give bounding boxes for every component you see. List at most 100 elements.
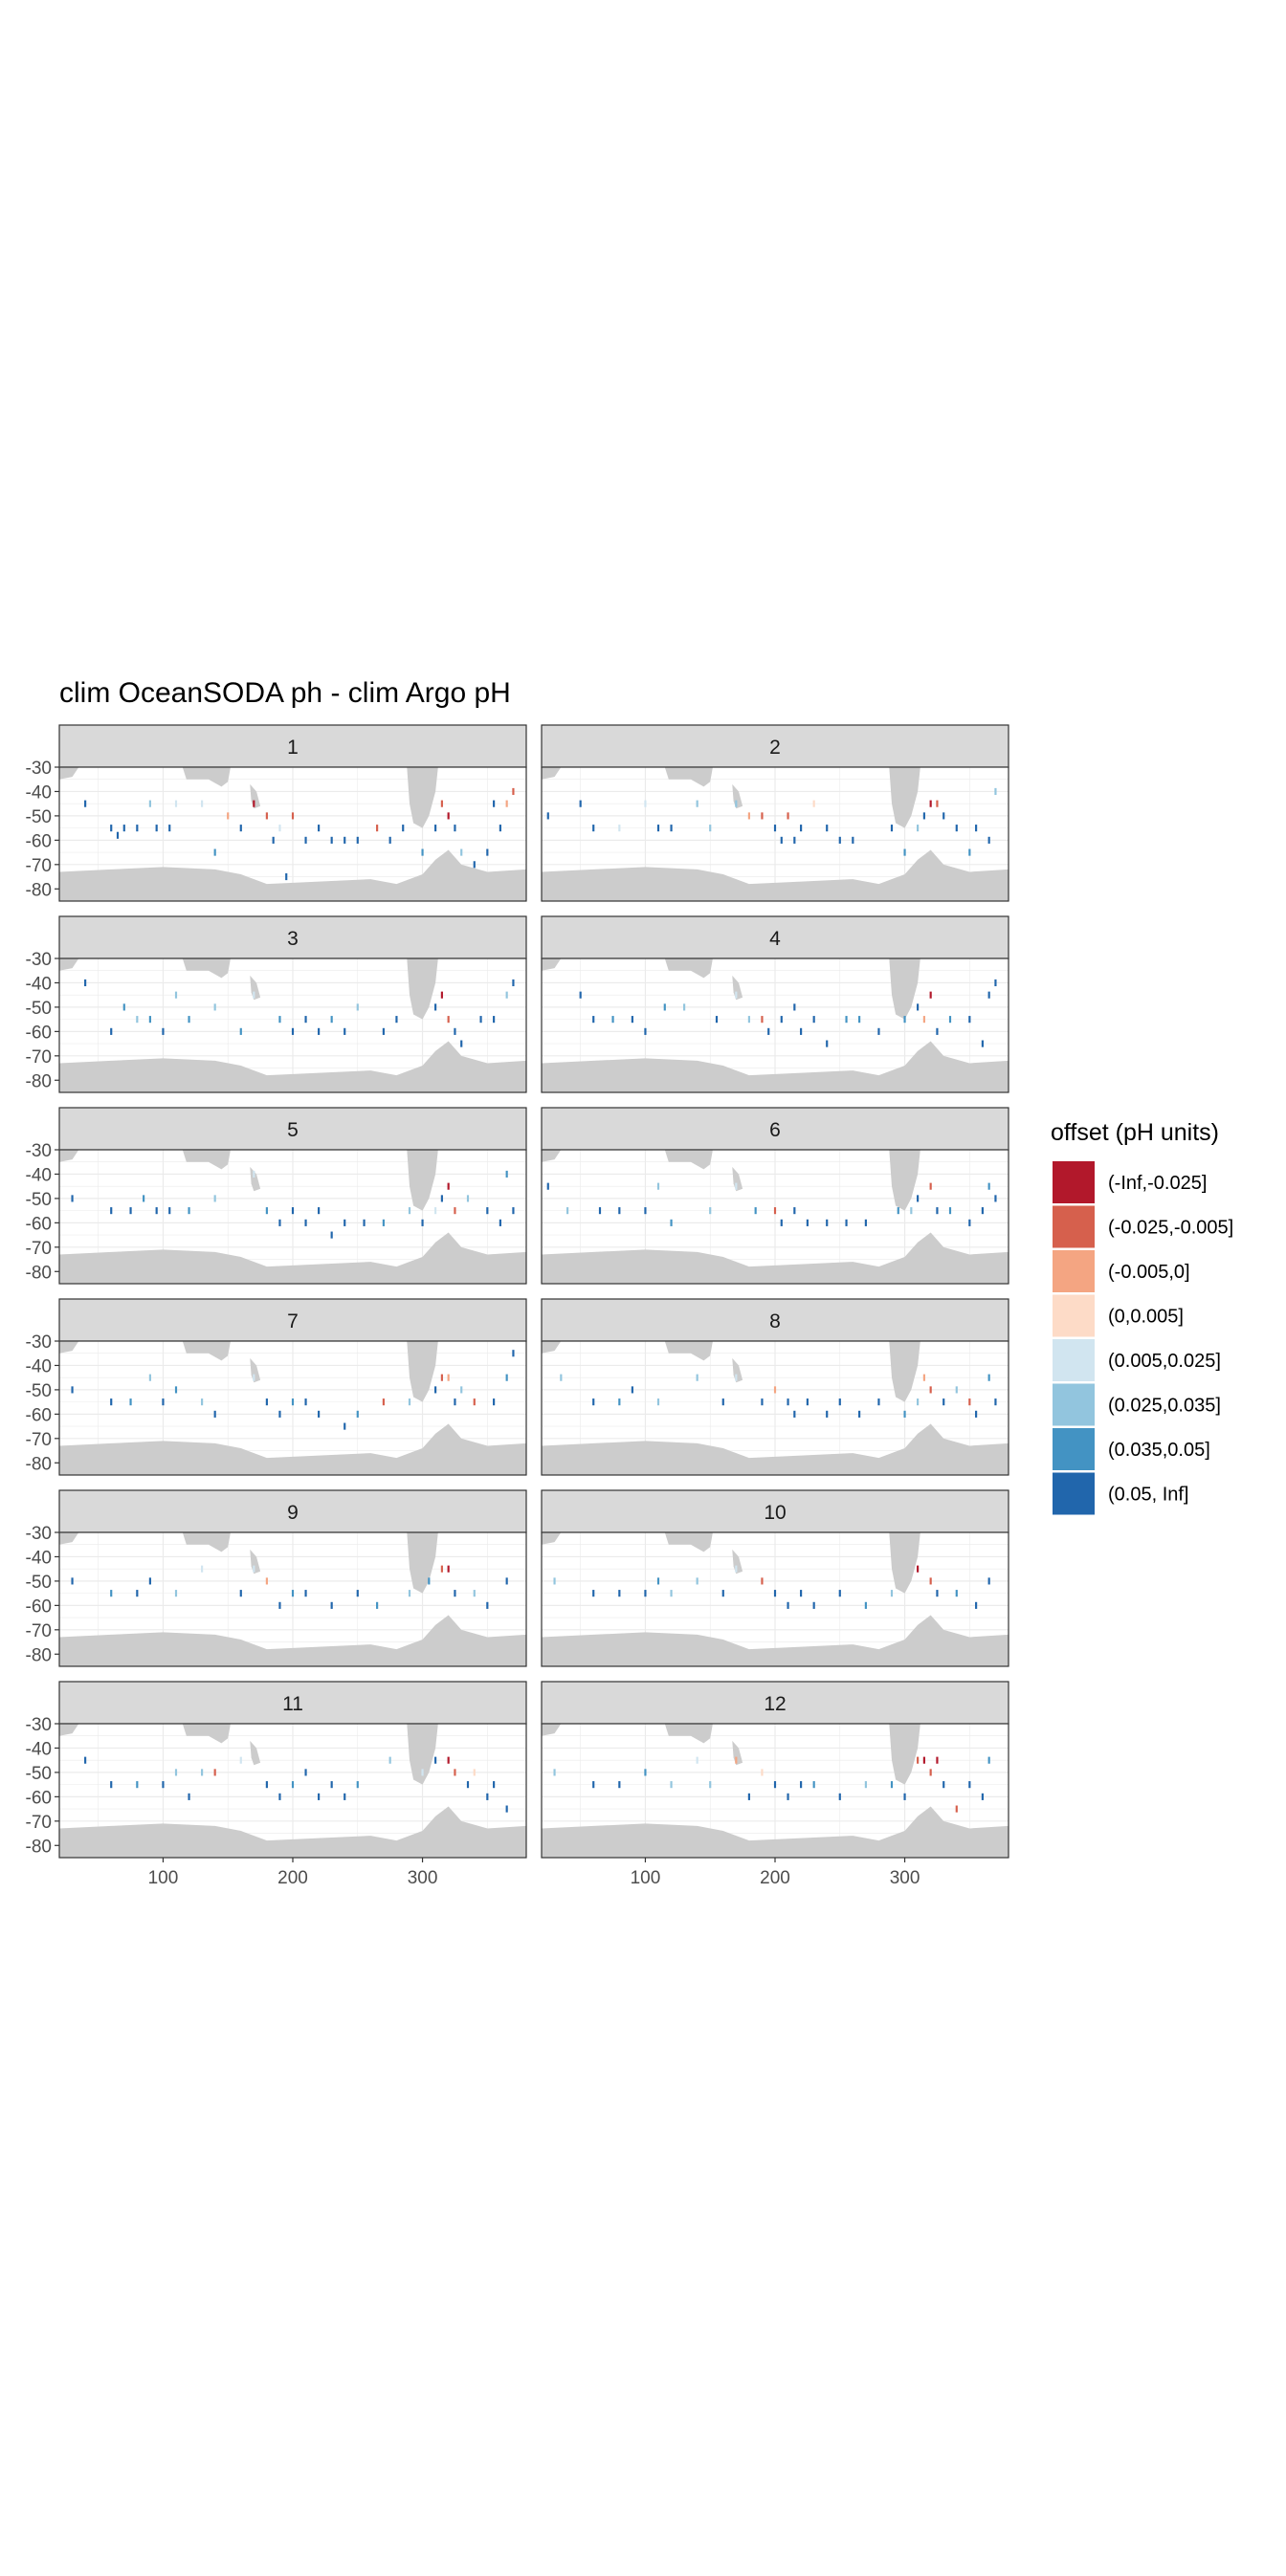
x-tick-label: 200 <box>277 1868 308 1888</box>
land-mass <box>732 783 743 809</box>
data-cell <box>812 1016 815 1024</box>
data-cell <box>493 800 496 807</box>
land-mass <box>250 1740 261 1766</box>
y-tick-label: -30 <box>26 1524 52 1544</box>
data-cell <box>213 1003 216 1011</box>
data-cells <box>553 1565 990 1609</box>
facet-strip <box>58 1298 527 1342</box>
data-cell <box>903 848 906 856</box>
data-cell <box>174 1386 178 1394</box>
facet-panel-6: 6 <box>541 1107 1009 1285</box>
data-cell <box>903 1016 906 1024</box>
land <box>59 1150 526 1284</box>
land-mass <box>250 783 261 809</box>
data-cell <box>122 825 125 832</box>
data-cell <box>493 1016 496 1024</box>
facet-strip <box>541 1489 1009 1533</box>
data-cell <box>773 1781 777 1789</box>
data-cell <box>917 1565 920 1573</box>
data-cell <box>434 1386 437 1394</box>
data-cell <box>265 812 268 820</box>
data-cell <box>806 1398 809 1406</box>
facet-panel-2: 2 <box>541 724 1009 902</box>
panel-border <box>541 766 1009 902</box>
data-cell <box>987 1756 990 1764</box>
data-cell <box>136 1016 139 1024</box>
data-cell <box>975 1410 978 1418</box>
data-cell <box>566 1207 569 1215</box>
land <box>59 958 526 1092</box>
data-cell <box>773 1386 777 1394</box>
legend-key <box>1053 1205 1095 1248</box>
data-cell <box>201 1565 204 1573</box>
data-cell <box>512 1350 515 1357</box>
land-mass <box>59 1615 526 1666</box>
data-cell <box>968 1016 971 1024</box>
data-cell <box>579 800 582 807</box>
facet-panel-10: 10 <box>541 1489 1009 1667</box>
facet-panel-4: 4 <box>541 915 1009 1093</box>
data-cell <box>291 812 295 820</box>
facet-panels: 1 -30 -40 -50 -60 -70 -80 2 3 -30 -40 -50 -60 -70 -80 4… <box>26 724 1009 1888</box>
data-cell <box>670 825 673 832</box>
facet-panel-8: 8 <box>541 1298 1009 1476</box>
data-cell <box>929 800 932 807</box>
data-cell <box>838 1590 841 1597</box>
data-cell <box>201 1398 204 1406</box>
facet-panel-3: 3 -30 -40 -50 -60 -70 -80 <box>26 915 527 1093</box>
legend-key <box>1053 1250 1095 1292</box>
data-cell <box>793 1003 796 1011</box>
data-cells <box>84 787 515 881</box>
y-tick-label: -30 <box>26 1332 52 1353</box>
data-cells <box>553 1756 990 1813</box>
data-cell <box>460 848 463 856</box>
data-cell <box>110 825 113 832</box>
data-cell <box>955 1386 958 1394</box>
data-cell <box>929 1769 932 1776</box>
legend-key <box>1053 1294 1095 1337</box>
data-cell <box>239 1027 242 1035</box>
land <box>542 1724 1009 1858</box>
facet-strip <box>58 1681 527 1725</box>
data-cell <box>696 1374 698 1381</box>
data-cell <box>696 1756 698 1764</box>
data-cell <box>512 787 515 796</box>
data-cell <box>553 1769 556 1776</box>
data-cell <box>84 800 87 807</box>
land <box>542 1532 1009 1666</box>
data-cell <box>213 1410 216 1418</box>
data-cell <box>213 1769 216 1776</box>
land-mass <box>407 1724 438 1785</box>
data-cell <box>110 1398 113 1406</box>
data-cell <box>767 1027 770 1035</box>
data-cell <box>793 1207 796 1215</box>
panel-border <box>541 1340 1009 1476</box>
data-cell <box>800 1027 803 1035</box>
data-cells <box>84 1756 508 1813</box>
data-cell <box>421 1219 424 1226</box>
data-cell <box>922 812 925 820</box>
data-cell <box>942 1781 945 1789</box>
data-cell <box>356 836 359 844</box>
data-cell <box>201 1769 204 1776</box>
land-mass <box>542 1615 1009 1666</box>
data-cell <box>838 1398 841 1406</box>
data-cell <box>486 1207 489 1215</box>
data-cell <box>499 1219 501 1226</box>
data-cell <box>592 1781 595 1789</box>
data-cell <box>890 1781 894 1789</box>
land-mass <box>182 1341 231 1361</box>
data-cell <box>987 1374 990 1381</box>
panel-border <box>58 766 527 902</box>
data-cell <box>812 800 815 807</box>
data-cell <box>955 1590 958 1597</box>
data-cell <box>376 825 379 832</box>
data-cell <box>201 800 204 807</box>
data-cell <box>148 800 151 807</box>
data-cell <box>356 1410 359 1418</box>
data-cell <box>71 1195 74 1202</box>
data-cell <box>735 1182 738 1190</box>
data-cell <box>136 1590 139 1597</box>
land-mass <box>59 1532 79 1545</box>
data-cell <box>486 848 489 856</box>
